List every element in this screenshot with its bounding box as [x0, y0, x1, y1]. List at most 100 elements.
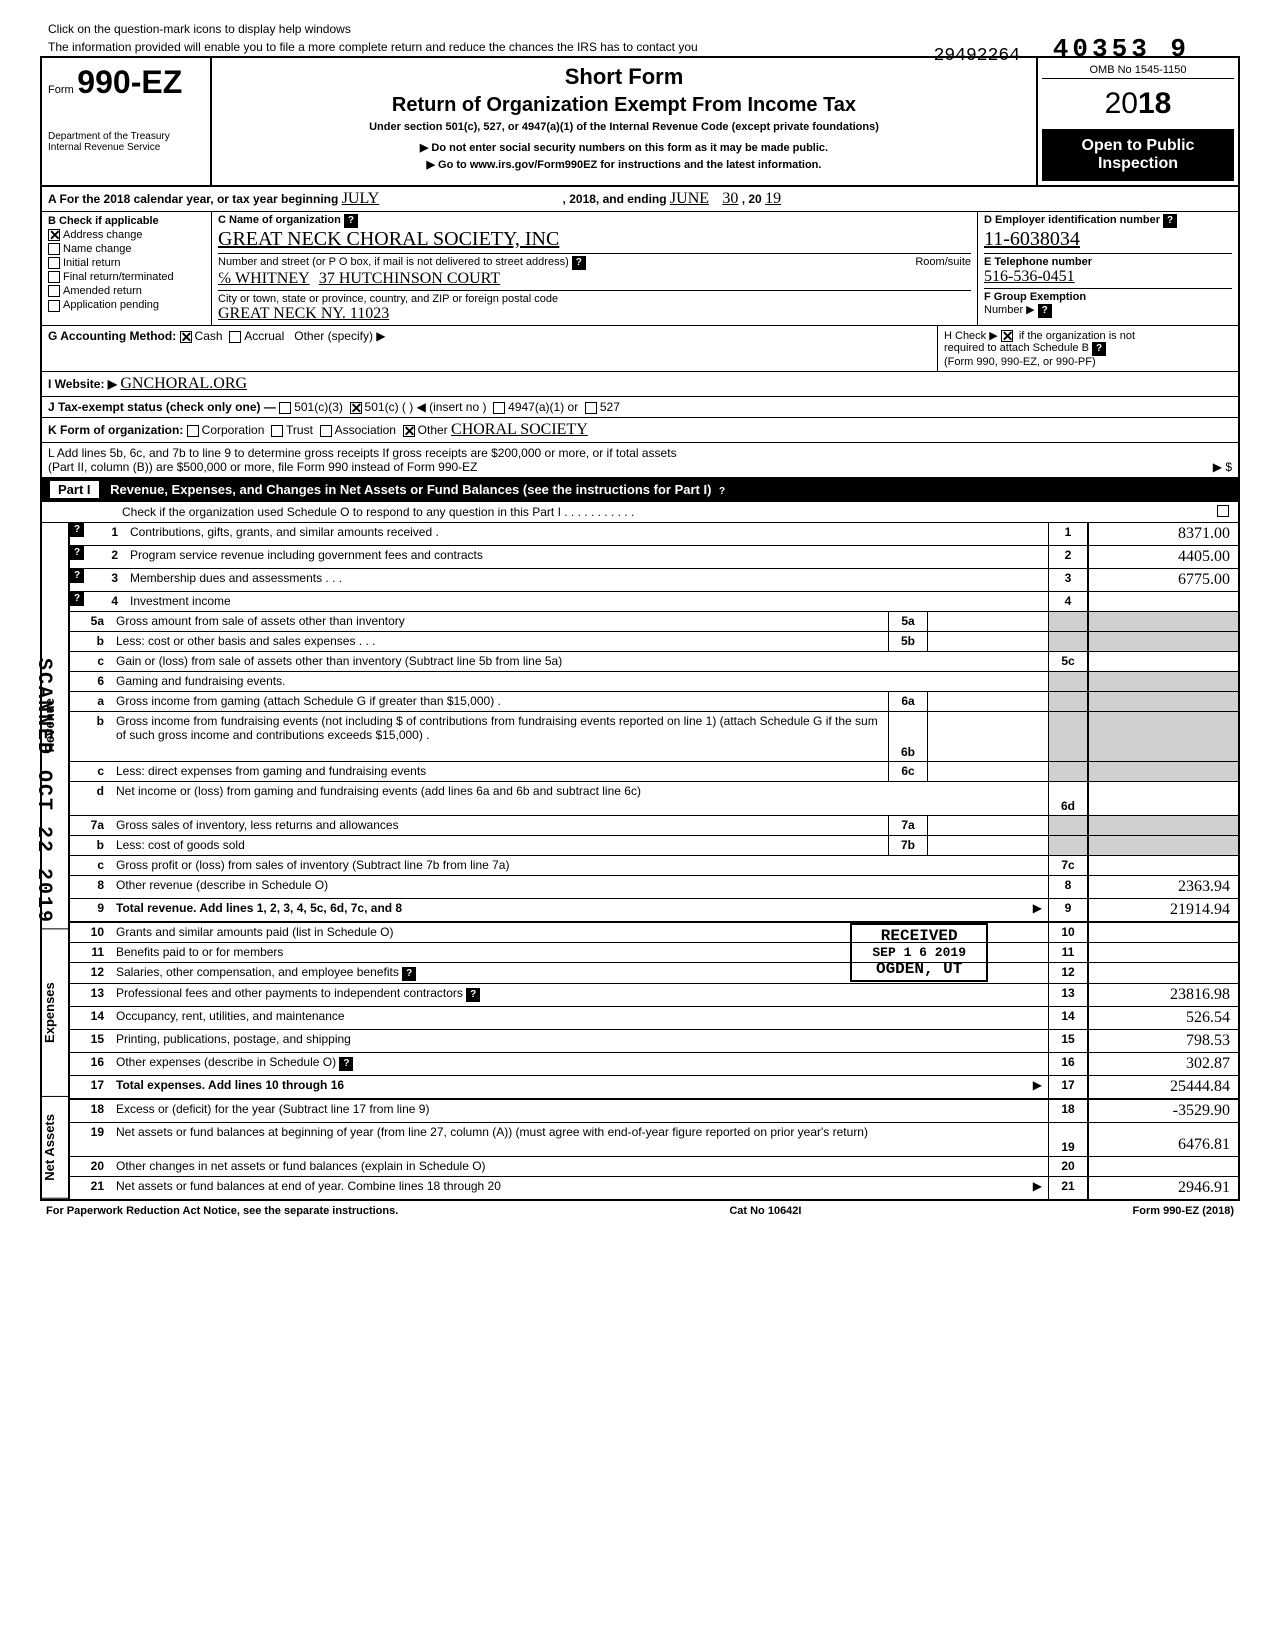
- chk-527[interactable]: [585, 402, 597, 414]
- k-o2: Trust: [286, 423, 313, 437]
- line-18: 18 Excess or (deficit) for the year (Sub…: [70, 1100, 1238, 1123]
- ln: 21: [70, 1177, 110, 1199]
- lb: 13: [1048, 984, 1088, 1006]
- line-2: ? 2 Program service revenue including go…: [70, 546, 1238, 569]
- chk-accrual[interactable]: [229, 331, 241, 343]
- dept-treasury: Department of the Treasury Internal Reve…: [48, 131, 204, 153]
- ia: [928, 712, 1048, 761]
- la: 6476.81: [1178, 1136, 1230, 1154]
- ld: Gross profit or (loss) from sales of inv…: [110, 856, 1048, 875]
- chk-schedule-o[interactable]: [1217, 505, 1229, 517]
- help-icon[interactable]: ?: [70, 592, 84, 606]
- footer-left: For Paperwork Reduction Act Notice, see …: [46, 1205, 398, 1217]
- line-14: 14 Occupancy, rent, utilities, and maint…: [70, 1007, 1238, 1030]
- addr-street: 37 HUTCHINSON COURT: [319, 270, 500, 288]
- g-other: Other (specify) ▶: [294, 329, 385, 343]
- omb-number: OMB No 1545-1150: [1042, 62, 1234, 79]
- help-icon[interactable]: ?: [70, 569, 84, 583]
- l-arrow: ▶ $: [1213, 460, 1232, 474]
- lb-shade: [1048, 632, 1088, 651]
- lines-column: RECEIVED SEP 1 6 2019 OGDEN, UT ? 1 Cont…: [70, 523, 1238, 1199]
- dept1: Department of the Treasury: [48, 131, 204, 142]
- lb: 10: [1048, 923, 1088, 942]
- la-shade: [1088, 672, 1238, 691]
- help-icon[interactable]: ?: [1092, 342, 1106, 356]
- j-o1: 501(c)(3): [294, 400, 343, 414]
- b-opt-3: Final return/terminated: [63, 271, 174, 283]
- ld: Less: direct expenses from gaming and fu…: [110, 762, 888, 781]
- chk-other-org[interactable]: [403, 425, 415, 437]
- tax-year: 20201818: [1042, 87, 1234, 121]
- website: GNCHORAL.ORG: [120, 375, 247, 393]
- lb: 1: [1048, 523, 1088, 545]
- row-j: J Tax-exempt status (check only one) — 5…: [42, 397, 1238, 418]
- a-end-year: 19: [765, 190, 781, 208]
- ln: 8: [70, 876, 110, 898]
- ln: c: [70, 762, 110, 781]
- chk-h[interactable]: [1001, 330, 1013, 342]
- goto-link: ▶ Go to www.irs.gov/Form990EZ for instru…: [218, 158, 1030, 171]
- side-revenue: Revenue: [42, 523, 68, 929]
- lb: 14: [1048, 1007, 1088, 1029]
- chk-assoc[interactable]: [320, 425, 332, 437]
- help-icon[interactable]: ?: [572, 256, 586, 270]
- line-10: 10 Grants and similar amounts paid (list…: [70, 923, 1238, 943]
- chk-corp[interactable]: [187, 425, 199, 437]
- lb: 21: [1048, 1177, 1088, 1199]
- chk-name-change[interactable]: [48, 243, 60, 255]
- la: 2946.91: [1178, 1179, 1230, 1197]
- c-label: C Name of organization: [218, 214, 341, 226]
- ln: c: [70, 652, 110, 671]
- chk-501c3[interactable]: [279, 402, 291, 414]
- chk-pending[interactable]: [48, 300, 60, 312]
- help-icon[interactable]: ?: [344, 214, 358, 228]
- h-text3: required to attach Schedule B: [944, 342, 1089, 354]
- la-shade: [1088, 762, 1238, 781]
- ld: Gross amount from sale of assets other t…: [110, 612, 888, 631]
- help-icon[interactable]: ?: [1163, 214, 1177, 228]
- line-1: ? 1 Contributions, gifts, grants, and si…: [70, 523, 1238, 546]
- chk-4947[interactable]: [493, 402, 505, 414]
- side-column: Revenue Expenses Net Assets: [42, 523, 70, 1199]
- part1-header: Part I Revenue, Expenses, and Changes in…: [42, 479, 1238, 502]
- help-icon[interactable]: ?: [466, 988, 480, 1002]
- open1: Open to Public: [1046, 137, 1230, 155]
- ld: Net income or (loss) from gaming and fun…: [110, 782, 1048, 815]
- k-o1: Corporation: [202, 423, 265, 437]
- f-label2: Number ▶: [984, 304, 1035, 316]
- received-stamp: RECEIVED SEP 1 6 2019 OGDEN, UT: [850, 923, 988, 982]
- row-l: L Add lines 5b, 6c, and 7b to line 9 to …: [42, 443, 1238, 479]
- line-7c: c Gross profit or (loss) from sales of i…: [70, 856, 1238, 876]
- help-icon[interactable]: ?: [339, 1057, 353, 1071]
- line-19: 19 Net assets or fund balances at beginn…: [70, 1123, 1238, 1157]
- addr-label: Number and street (or P O box, if mail i…: [218, 256, 569, 268]
- chk-trust[interactable]: [271, 425, 283, 437]
- ln: 4: [84, 592, 124, 611]
- help-icon[interactable]: ?: [1038, 304, 1052, 318]
- help-icon[interactable]: ?: [715, 485, 729, 499]
- line-6a: a Gross income from gaming (attach Sched…: [70, 692, 1238, 712]
- help-icon[interactable]: ?: [70, 523, 84, 537]
- ib: 5a: [888, 612, 928, 631]
- la-shade: [1088, 712, 1238, 761]
- j-o4: 527: [600, 400, 620, 414]
- chk-amended[interactable]: [48, 285, 60, 297]
- i-label: I Website: ▶: [48, 377, 117, 391]
- chk-cash[interactable]: [180, 331, 192, 343]
- line-7a: 7a Gross sales of inventory, less return…: [70, 816, 1238, 836]
- lb-shade: [1048, 816, 1088, 835]
- part1-title: Revenue, Expenses, and Changes in Net As…: [110, 482, 711, 497]
- line-7b: b Less: cost of goods sold 7b: [70, 836, 1238, 856]
- la: 526.54: [1186, 1009, 1230, 1027]
- subtitle: Under section 501(c), 527, or 4947(a)(1)…: [218, 121, 1030, 133]
- chk-initial[interactable]: [48, 257, 60, 269]
- help-icon[interactable]: ?: [402, 967, 416, 981]
- help-icon[interactable]: ?: [70, 546, 84, 560]
- chk-final[interactable]: [48, 271, 60, 283]
- chk-address-change[interactable]: [48, 229, 60, 241]
- h-text2: if the organization is not: [1019, 330, 1135, 342]
- line-5c: c Gain or (loss) from sale of assets oth…: [70, 652, 1238, 672]
- chk-501c[interactable]: [350, 402, 362, 414]
- ln: d: [70, 782, 110, 815]
- ib: 7b: [888, 836, 928, 855]
